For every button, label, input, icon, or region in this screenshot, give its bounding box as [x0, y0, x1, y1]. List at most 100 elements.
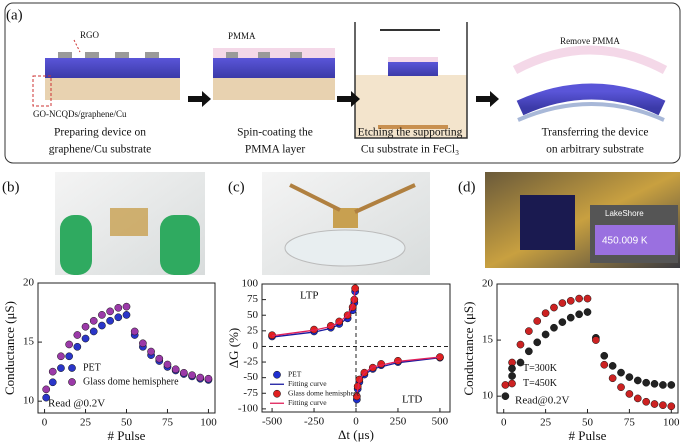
y-tick-label: 10: [23, 395, 35, 407]
data-point: [122, 302, 131, 311]
annotation: LTP: [300, 290, 319, 302]
data-point: [171, 365, 180, 374]
x-axis-label: # Pulse: [569, 428, 607, 443]
data-point: [106, 307, 114, 316]
x-axis-label: # Pulse: [108, 428, 146, 443]
data-point: [377, 360, 386, 368]
data-point: [625, 373, 634, 381]
x-tick-label: 0: [42, 417, 48, 429]
legend-swatch: [68, 378, 76, 386]
data-point: [617, 368, 625, 377]
beaker-drawing: [354, 22, 468, 139]
step-caption: Cu substrate in FeCl₃: [361, 144, 459, 156]
legend-label: PET: [83, 362, 101, 373]
data-point: [48, 367, 57, 376]
data-point: [188, 371, 196, 380]
data-point: [650, 379, 659, 388]
data-point: [667, 402, 676, 411]
data-point: [600, 360, 609, 369]
data-point: [667, 381, 676, 389]
data-point: [130, 327, 139, 336]
step-caption: Transferring the device: [542, 127, 649, 139]
y-axis-label: Conductance (μS): [461, 302, 476, 396]
data-point: [204, 374, 213, 383]
data-point: [147, 347, 155, 356]
legend-swatch: [273, 389, 281, 398]
data-point: [625, 390, 634, 398]
chart: 0 25 50 75 100 10 15 20 # Pulse Conductance (μS) T…: [461, 278, 680, 443]
data-point: [65, 352, 73, 361]
data-point: [57, 352, 65, 361]
legend-label: Fitting curve: [288, 398, 327, 407]
x-tick-label: 250: [390, 416, 407, 428]
data-point: [642, 378, 651, 387]
panel-label: (a): [6, 7, 23, 23]
data-point: [550, 323, 558, 332]
y-tick-label: 75: [247, 293, 259, 305]
x-tick-label: 0: [353, 416, 359, 428]
data-point: [541, 309, 550, 318]
data-point: [89, 316, 98, 325]
device: [520, 195, 575, 250]
step-captions: Preparing device on graphene/Cu substrate…: [49, 127, 649, 156]
data-point: [575, 294, 583, 303]
annotation: Read@0.2V: [515, 395, 569, 407]
data-point: [659, 401, 667, 409]
legend-label: Fitting curve: [288, 379, 327, 388]
data-point: [642, 397, 651, 406]
data-point: [659, 381, 667, 389]
data-point: [575, 310, 583, 319]
x-axis-label: Δt (μs): [338, 427, 374, 442]
step-2-drawing: [213, 48, 335, 100]
data-point: [592, 336, 600, 344]
data-point: [608, 362, 617, 370]
fit-curve: [271, 290, 440, 396]
data-point: [122, 311, 131, 319]
data-point: [524, 347, 533, 356]
data-point: [533, 338, 542, 347]
transfer-drawing: [512, 45, 668, 122]
x-tick-label: 0: [501, 417, 507, 429]
annotation: Read @0.2V: [48, 398, 105, 410]
screen: [595, 225, 675, 255]
glove: [160, 215, 200, 275]
data-point: [533, 317, 542, 325]
data-point: [558, 318, 567, 326]
data-point: [541, 330, 550, 339]
chart: -500 -250 0 250 5001007550250-25-50-75-100Δt…: [226, 278, 451, 442]
y-tick-label: -50: [243, 371, 258, 383]
data-point: [566, 313, 575, 322]
step-caption: Spin-coating the: [237, 127, 313, 139]
data-point: [583, 308, 592, 316]
x-tick-label: -500: [262, 416, 283, 428]
y-tick-label: -25: [243, 356, 258, 368]
panel-label: (c): [228, 179, 245, 195]
data-point: [196, 373, 205, 382]
y-tick-label: 10: [482, 390, 494, 402]
y-tick-label: 50: [247, 309, 259, 321]
data-point: [98, 311, 106, 319]
legend-label: Glass dome hemisphere: [83, 376, 179, 387]
data-point: [617, 383, 625, 392]
brand: LakeShore: [605, 209, 644, 218]
data-point: [81, 322, 90, 331]
data-point: [600, 351, 609, 360]
data-point: [65, 340, 73, 349]
temperature-readout: 450.009 K: [602, 236, 648, 247]
data-point: [73, 342, 82, 351]
data-point: [139, 339, 147, 348]
schematic-frame: [4, 2, 681, 164]
y-tick-label: 0: [253, 340, 259, 352]
y-axis-label: Conductance (μS): [2, 301, 17, 395]
panel-label: (d): [458, 179, 476, 195]
step-caption: graphene/Cu substrate: [49, 144, 152, 156]
legend-swatch: [68, 364, 76, 372]
step-caption: PMMA layer: [245, 144, 306, 156]
data-point: [57, 364, 65, 372]
layer-label: GO-NCQDs/graphene/Cu: [33, 109, 127, 119]
y-tick-label: 15: [23, 336, 35, 348]
x-tick-label: 75: [162, 417, 174, 429]
device: [110, 208, 148, 236]
